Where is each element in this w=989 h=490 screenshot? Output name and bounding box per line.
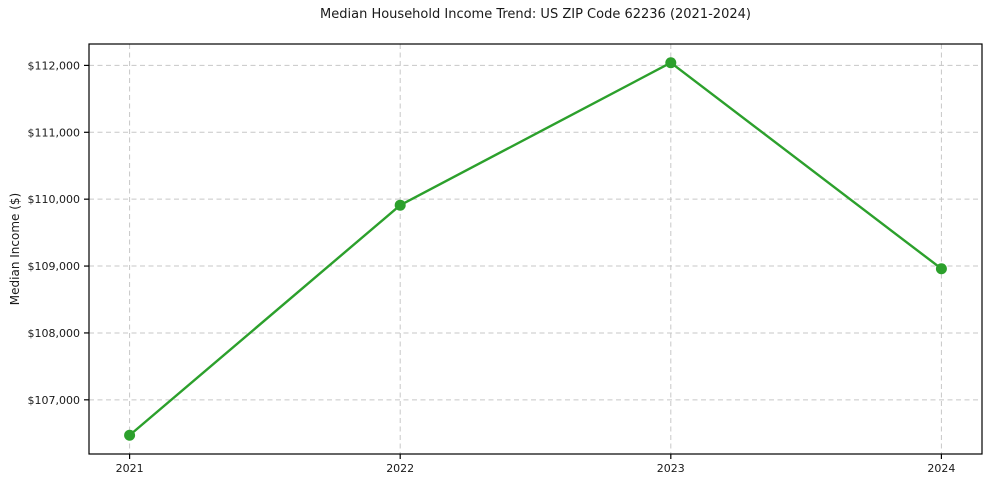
y-tick-label: $112,000 [28,59,81,72]
y-tick-label: $110,000 [28,193,81,206]
chart-title: Median Household Income Trend: US ZIP Co… [320,7,751,22]
y-tick-label: $109,000 [28,260,81,273]
trend-line [128,61,943,437]
y-tick-label: $107,000 [28,394,81,407]
data-point-marker [665,57,677,69]
y-tick-label: $111,000 [28,126,81,139]
x-tick-label: 2021 [116,462,144,475]
y-tick-label: $108,000 [28,327,81,340]
data-point-marker [935,263,947,275]
x-tick-label: 2023 [657,462,685,475]
x-tick-label: 2024 [927,462,955,475]
y-axis-label: Median Income ($) [8,192,22,306]
x-tick-label: 2022 [386,462,414,475]
data-point-marker [394,199,406,211]
plot-border [88,43,983,455]
data-point-marker [124,429,136,441]
